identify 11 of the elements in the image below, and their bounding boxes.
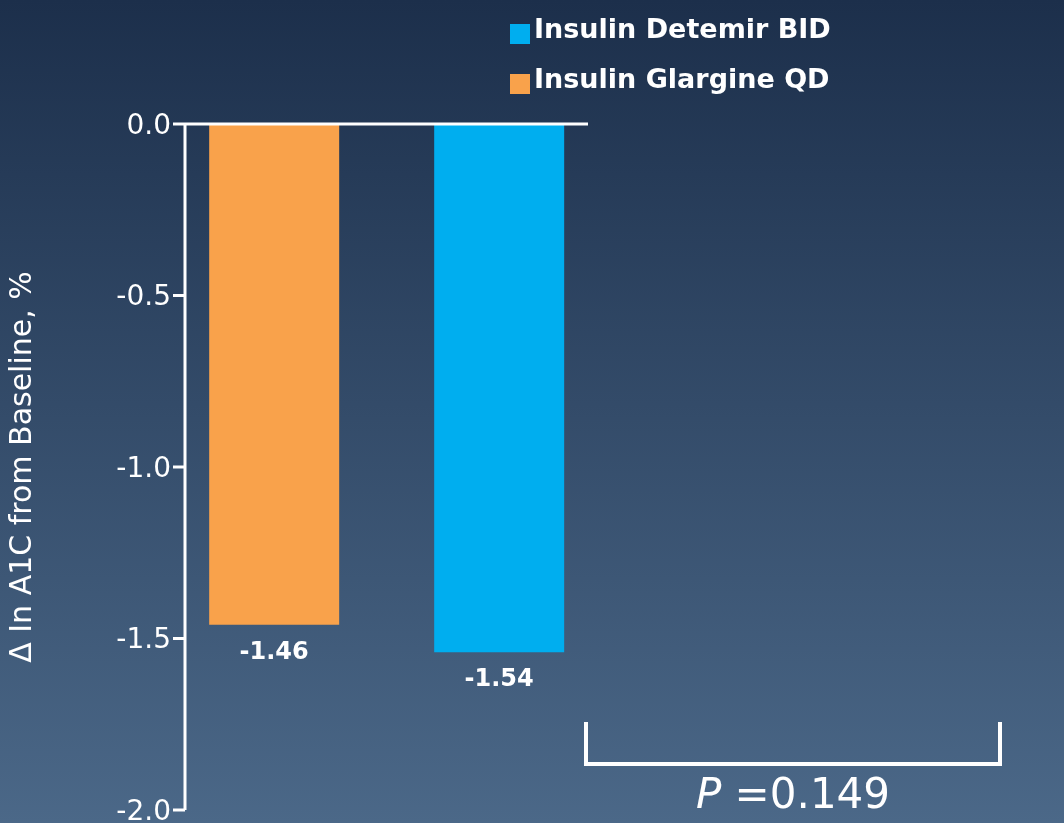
y-tick-label: -0.5 [116,279,171,313]
data-label: -1.46 [239,636,309,665]
legend-label: Insulin Detemir BID [534,13,831,44]
legend-label: Insulin Glargine QD [534,63,830,94]
y-tick-label: -1.0 [116,450,171,484]
y-axis-title: Δ In A1C from Baseline, % [2,271,38,663]
y-tick-label: -1.5 [116,622,171,656]
y-tick-label: -2.0 [116,793,171,823]
text: P =0.149 [694,769,892,818]
y-tick-label: 0.0 [126,107,171,141]
data-label: -1.54 [464,664,534,693]
